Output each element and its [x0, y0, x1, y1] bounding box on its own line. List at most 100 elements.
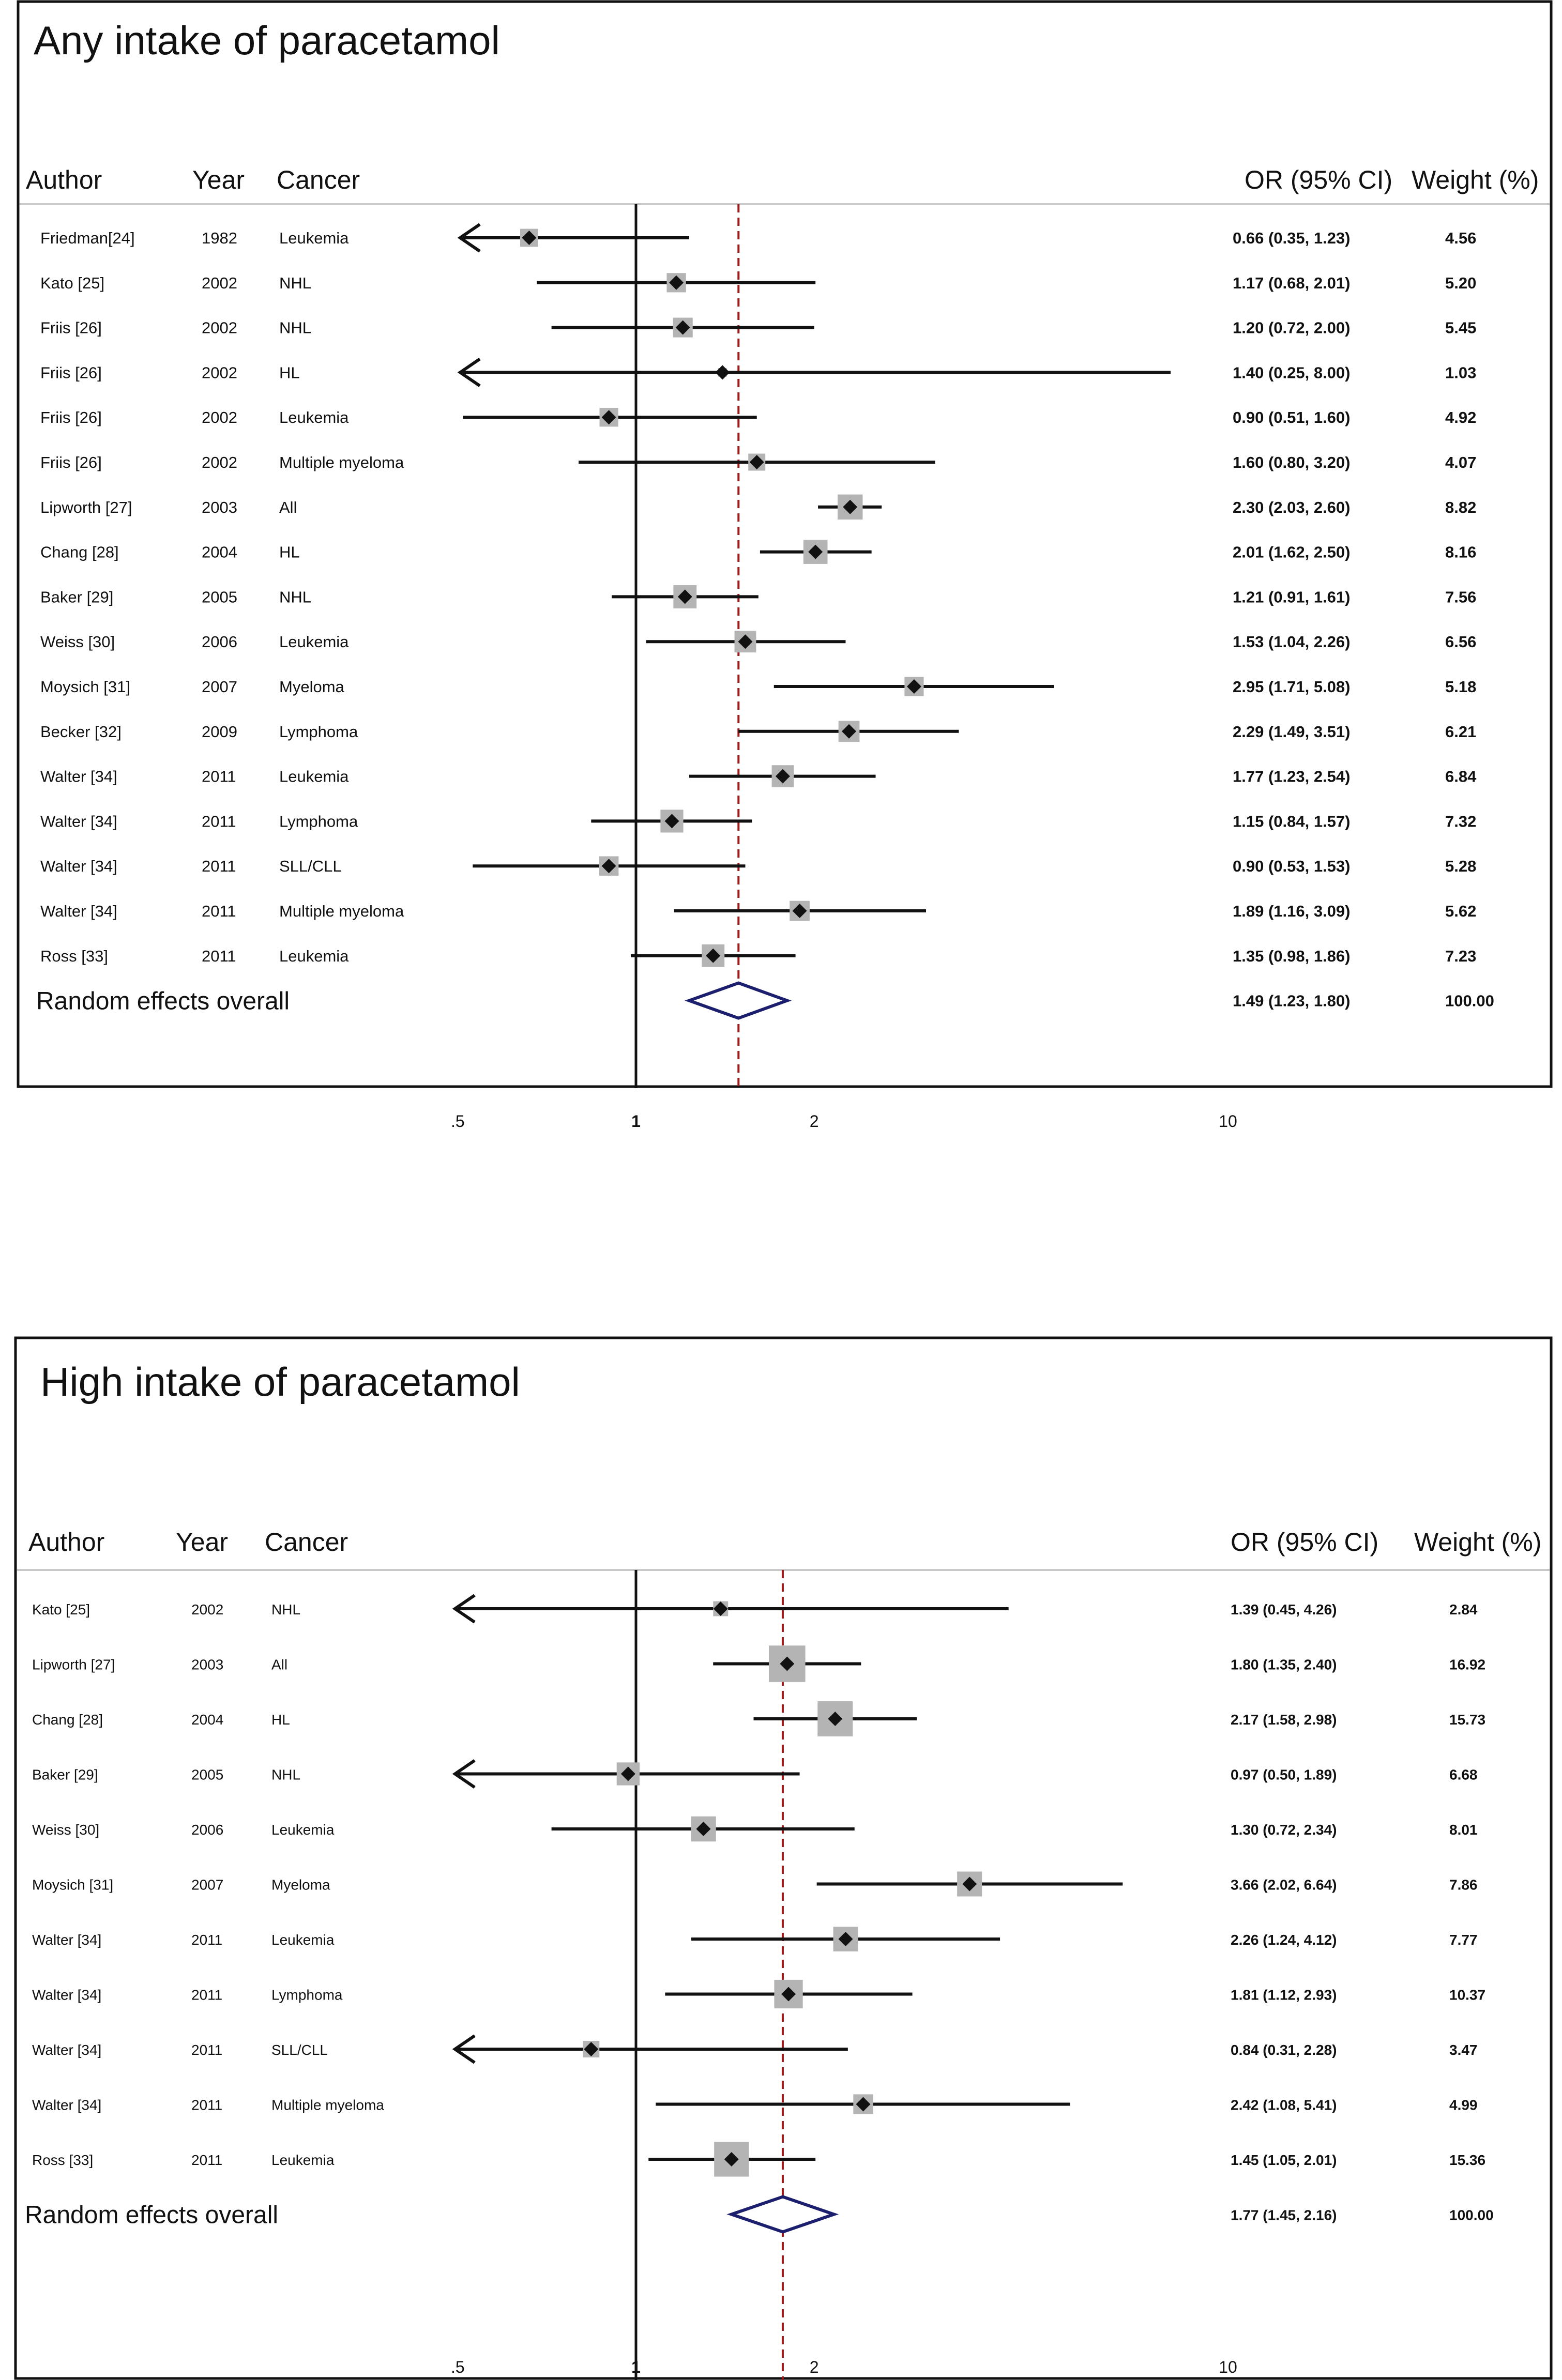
study-year: 1982 [202, 229, 237, 247]
study-row: Walter [34] 2011 Lymphoma 1.81 (1.12, 2.93)… [32, 1979, 1485, 2009]
study-author: Weiss [30] [32, 1822, 99, 1838]
study-year: 2011 [202, 857, 236, 875]
study-author: Baker [29] [32, 1767, 98, 1783]
study-row: Weiss [30] 2006 Leukemia 1.53 (1.04, 2.26) 6… [40, 631, 1476, 653]
study-author: Kato [25] [40, 274, 104, 292]
study-year: 2002 [191, 1601, 223, 1618]
point-estimate-marker [696, 1822, 711, 1836]
panel-title: High intake of paracetamol [40, 1359, 520, 1405]
study-or-ci: 1.89 (1.16, 3.09) [1233, 902, 1351, 920]
study-cancer: Multiple myeloma [279, 902, 404, 920]
overall-row: Random effects overall 1.49 (1.23, 1.80) 1… [36, 981, 1494, 1020]
study-cancer: HL [279, 543, 300, 561]
study-year: 2005 [202, 588, 237, 606]
study-cancer: NHL [271, 1601, 300, 1618]
point-estimate-marker [677, 589, 692, 604]
study-or-ci: 1.40 (0.25, 8.00) [1233, 363, 1351, 382]
point-estimate-marker [713, 1601, 728, 1616]
study-cancer: SLL/CLL [271, 2042, 328, 2058]
header-weight: Weight (%) [1412, 165, 1539, 194]
study-or-ci: 2.01 (1.62, 2.50) [1233, 543, 1351, 561]
study-cancer: NHL [279, 588, 311, 606]
point-estimate-marker [724, 2152, 739, 2167]
study-or-ci: 2.95 (1.71, 5.08) [1233, 678, 1351, 696]
study-weight: 7.77 [1449, 1932, 1478, 1948]
study-year: 2011 [202, 812, 236, 830]
ci-arrow-left [452, 1759, 476, 1789]
header-author: Author [28, 1528, 104, 1557]
study-weight: 1.03 [1445, 363, 1476, 382]
point-estimate-marker [775, 769, 790, 784]
study-author: Becker [32] [40, 723, 122, 741]
point-estimate-marker [715, 365, 730, 380]
x-tick-label: 1 [631, 2358, 641, 2376]
study-year: 2006 [202, 633, 237, 651]
study-or-ci: 2.42 (1.08, 5.41) [1231, 2097, 1337, 2113]
point-estimate-marker [669, 275, 684, 290]
point-estimate-marker [620, 1766, 635, 1781]
study-author: Walter [34] [40, 768, 117, 786]
study-weight: 6.84 [1445, 768, 1477, 786]
study-year: 2007 [202, 678, 237, 696]
header-year: Year [176, 1528, 228, 1557]
study-year: 2002 [202, 453, 237, 471]
study-cancer: Leukemia [279, 947, 349, 965]
study-row: Chang [28] 2004 HL 2.01 (1.62, 2.50) 8.16 [40, 540, 1476, 564]
study-row: Walter [34] 2011 SLL/CLL 0.84 (0.31, 2.28) 3… [32, 2034, 1478, 2064]
study-weight: 15.73 [1449, 1712, 1485, 1728]
point-estimate-marker [780, 1656, 795, 1671]
panel-frame [17, 0, 1553, 1088]
study-weight: 10.37 [1449, 1987, 1485, 2003]
study-weight: 6.68 [1449, 1767, 1478, 1783]
study-cancer: Myeloma [271, 1877, 330, 1893]
study-cancer: Multiple myeloma [271, 2097, 384, 2113]
overall-diamond [726, 2195, 839, 2234]
study-or-ci: 2.17 (1.58, 2.98) [1231, 1712, 1337, 1728]
x-tick-label: 10 [1219, 1112, 1237, 1131]
study-or-ci: 0.90 (0.53, 1.53) [1233, 857, 1351, 875]
study-author: Lipworth [27] [40, 498, 132, 516]
study-cancer: All [279, 498, 297, 516]
study-author: Friis [26] [40, 319, 102, 337]
study-cancer: Leukemia [279, 633, 349, 651]
study-year: 2011 [191, 1987, 222, 2003]
study-row: Moysich [31] 2007 Myeloma 3.66 (2.02, 6.64)… [32, 1871, 1478, 1897]
point-estimate-marker [781, 1987, 796, 2002]
study-row: Walter [34] 2011 Leukemia 1.77 (1.23, 2.54)… [40, 765, 1477, 787]
study-cancer: Myeloma [279, 678, 345, 696]
study-row: Lipworth [27] 2003 All 2.30 (2.03, 2.60) 8.8… [40, 494, 1476, 520]
point-estimate-marker [906, 679, 921, 694]
study-cancer: Leukemia [279, 229, 349, 247]
study-year: 2011 [202, 902, 236, 920]
study-cancer: NHL [279, 319, 311, 337]
study-row: Walter [34] 2011 SLL/CLL 0.90 (0.53, 1.53) 5… [40, 856, 1476, 876]
study-year: 2011 [191, 2152, 222, 2168]
x-tick-label: 1 [631, 1112, 641, 1131]
study-or-ci: 2.29 (1.49, 3.51) [1233, 723, 1351, 741]
study-weight: 7.56 [1445, 588, 1476, 606]
study-weight: 8.01 [1449, 1822, 1478, 1838]
study-author: Lipworth [27] [32, 1657, 115, 1673]
ci-arrow-left [452, 2034, 476, 2064]
x-tick-label: 2 [810, 1112, 819, 1131]
study-weight: 16.92 [1449, 1657, 1485, 1673]
study-year: 2002 [202, 363, 237, 382]
study-author: Friis [26] [40, 408, 102, 426]
study-year: 2003 [202, 498, 237, 516]
study-cancer: Lymphoma [271, 1987, 343, 2003]
study-row: Ross [33] 2011 Leukemia 1.45 (1.05, 2.01) 15… [32, 2142, 1485, 2177]
study-year: 2011 [191, 1932, 222, 1948]
study-author: Walter [34] [40, 902, 117, 920]
overall-label: Random effects overall [25, 2202, 278, 2229]
study-cancer: Leukemia [271, 2152, 335, 2168]
study-row: Friis [26] 2002 HL 1.40 (0.25, 8.00) 1.03 [40, 357, 1476, 387]
study-row: Lipworth [27] 2003 All 1.80 (1.35, 2.40) 16.… [32, 1645, 1485, 1682]
study-cancer: HL [279, 363, 300, 382]
study-author: Moysich [31] [40, 678, 130, 696]
study-year: 2009 [202, 723, 237, 741]
study-or-ci: 1.39 (0.45, 4.26) [1231, 1601, 1337, 1618]
point-estimate-marker [962, 1876, 977, 1891]
study-weight: 2.84 [1449, 1601, 1478, 1618]
study-year: 2002 [202, 319, 237, 337]
study-author: Ross [33] [40, 947, 108, 965]
